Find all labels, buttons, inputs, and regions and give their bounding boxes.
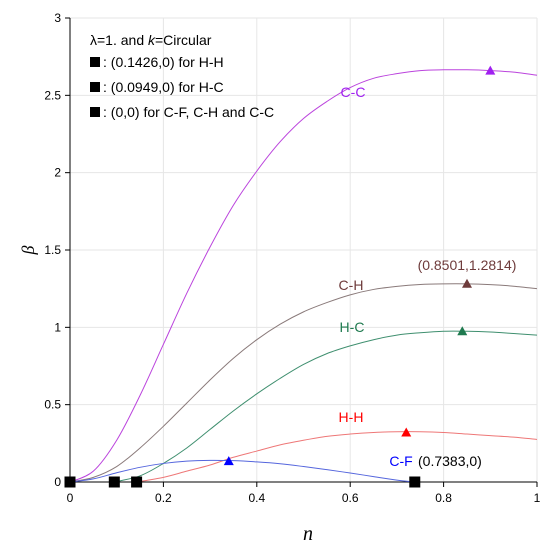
- grid: [69, 17, 538, 483]
- peak-marker-c-h: [461, 278, 472, 288]
- series-label-h-h: H-H: [339, 409, 364, 425]
- peak-label-c-h: (0.8501,1.2814): [418, 257, 517, 273]
- peak-marker-h-h: [401, 427, 412, 437]
- x-tick-label: 0.6: [342, 491, 359, 505]
- x-tick-label: 0.2: [155, 491, 172, 505]
- y-tick-label: 0: [54, 475, 61, 489]
- legend-entry: : (0,0) for C-F, C-H and C-C: [103, 104, 274, 120]
- legend-square-marker: [90, 57, 100, 67]
- legend-square-marker: [90, 82, 100, 92]
- square-marker: [409, 476, 421, 488]
- square-marker: [131, 476, 143, 488]
- y-tick-label: 3: [54, 11, 61, 25]
- x-axis-title: n: [303, 523, 313, 545]
- series-label-c-h: C-H: [339, 277, 364, 293]
- peak-marker-h-c: [457, 326, 468, 336]
- series-label-c-f: C-F: [389, 453, 412, 469]
- legend-entry: : (0.1426,0) for H-H: [103, 54, 224, 70]
- y-tick-label: 1: [54, 320, 61, 334]
- square-marker: [108, 476, 120, 488]
- ticks: 0 0.2 0.4 0.6 0.8 1 0 0.5 1 1.5 2 2.5 3: [44, 11, 540, 505]
- x-tick-label: 0.8: [435, 491, 452, 505]
- y-tick-label: 1.5: [44, 243, 61, 257]
- x-tick-label: 0.4: [248, 491, 265, 505]
- markers: [64, 65, 496, 488]
- legend-square-marker: [90, 107, 100, 117]
- y-tick-label: 2.5: [44, 88, 61, 102]
- x-tick-label: 1: [534, 491, 541, 505]
- legend: λ=1. and k=Circular : (0.1426,0) for H-H…: [90, 32, 274, 120]
- y-tick-label: 2: [54, 166, 61, 180]
- series-line-h-h: [136, 431, 538, 483]
- series-lines: [69, 69, 538, 483]
- y-tick-label: 0.5: [44, 398, 61, 412]
- series-label-c-c: C-C: [341, 84, 366, 100]
- series-labels: C-C C-H (0.8501,1.2814) H-C H-H C-F (0.7383,0): [339, 84, 517, 469]
- legend-title: λ=1. and k=Circular: [90, 32, 212, 48]
- series-label-h-c: H-C: [340, 319, 365, 335]
- peak-marker-c-f: [223, 456, 234, 466]
- x-tick-label: 0: [67, 491, 74, 505]
- legend-entry: : (0.0949,0) for H-C: [103, 79, 224, 95]
- series-line-c-c: [69, 69, 538, 483]
- peak-marker-c-c: [485, 65, 496, 75]
- y-axis-title: β: [18, 245, 38, 255]
- square-marker: [64, 476, 76, 488]
- series-line-c-f: [69, 459, 415, 483]
- series-line-c-h: [69, 283, 538, 483]
- series-line-h-c: [114, 330, 538, 483]
- end-label-c-f: (0.7383,0): [418, 453, 482, 469]
